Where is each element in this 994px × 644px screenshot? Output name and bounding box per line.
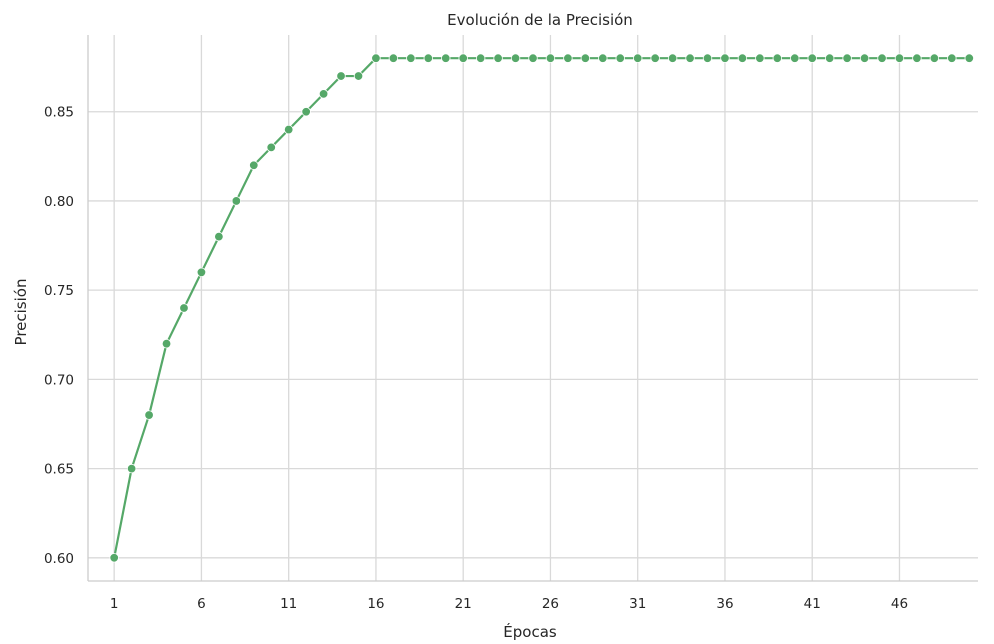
data-point [231, 196, 242, 206]
data-point [842, 53, 852, 63]
data-point [388, 53, 399, 63]
data-point [929, 53, 940, 63]
grid-layer [88, 35, 978, 581]
data-point [318, 89, 329, 99]
y-tick-label: 0.65 [44, 462, 74, 478]
x-tick-label: 6 [197, 596, 206, 612]
data-point [336, 71, 346, 81]
data-point [301, 107, 311, 117]
data-point [528, 53, 538, 63]
data-point [563, 53, 573, 63]
data-point [894, 53, 905, 63]
data-point [423, 53, 433, 63]
data-point [650, 53, 660, 63]
data-point [510, 53, 521, 63]
data-point [824, 53, 835, 63]
x-tick-label: 11 [280, 596, 297, 612]
x-tick-label: 36 [716, 596, 733, 612]
data-point [179, 303, 189, 313]
x-tick-label: 1 [110, 596, 119, 612]
data-point [458, 53, 468, 63]
data-point [598, 53, 608, 63]
data-point [737, 53, 748, 63]
y-tick-label: 0.60 [44, 551, 74, 567]
data-point [196, 267, 207, 278]
data-point [406, 53, 416, 63]
data-point [161, 338, 172, 349]
data-point [790, 53, 800, 63]
data-point [249, 160, 259, 170]
y-tick-label: 0.75 [44, 283, 74, 299]
data-point [702, 53, 713, 63]
y-tick-label: 0.80 [44, 194, 74, 210]
data-point [720, 53, 730, 63]
data-point [109, 553, 119, 563]
data-point [755, 53, 765, 63]
data-point [615, 53, 625, 63]
data-point [493, 53, 503, 63]
y-tick-label: 0.85 [44, 105, 74, 121]
y-tick-label: 0.70 [44, 372, 74, 388]
data-point [859, 53, 870, 63]
tick-labels: 1 6 11 16 21 26 31 36 41 460.600.650.700.750.800.… [44, 105, 908, 612]
data-point [633, 53, 643, 63]
data-point [807, 53, 817, 63]
data-point [475, 53, 486, 63]
x-axis-label: Épocas [503, 622, 557, 641]
data-point [214, 231, 224, 242]
data-point [126, 463, 137, 474]
data-point [441, 53, 451, 63]
data-point [545, 53, 556, 63]
data-point [947, 53, 957, 63]
y-axis-label: Precisión [12, 279, 30, 346]
data-point [353, 71, 364, 81]
data-point [283, 124, 294, 135]
data-point [685, 53, 695, 63]
series-layer [109, 53, 974, 563]
chart-title: Evolución de la Precisión [447, 11, 633, 29]
x-tick-label: 16 [367, 596, 384, 612]
x-tick-label: 21 [455, 596, 472, 612]
axes-spines [87, 35, 978, 582]
data-point [144, 410, 154, 420]
x-tick-label: 26 [542, 596, 559, 612]
data-point [667, 53, 678, 63]
data-point [772, 53, 783, 63]
data-point [371, 53, 381, 63]
data-point [580, 53, 591, 63]
x-tick-label: 31 [629, 596, 646, 612]
data-point [877, 53, 887, 63]
x-tick-label: 41 [804, 596, 821, 612]
data-point [912, 53, 922, 63]
data-point [266, 142, 276, 153]
data-point [964, 53, 974, 63]
x-tick-label: 46 [891, 596, 908, 612]
series-line [113, 57, 970, 559]
